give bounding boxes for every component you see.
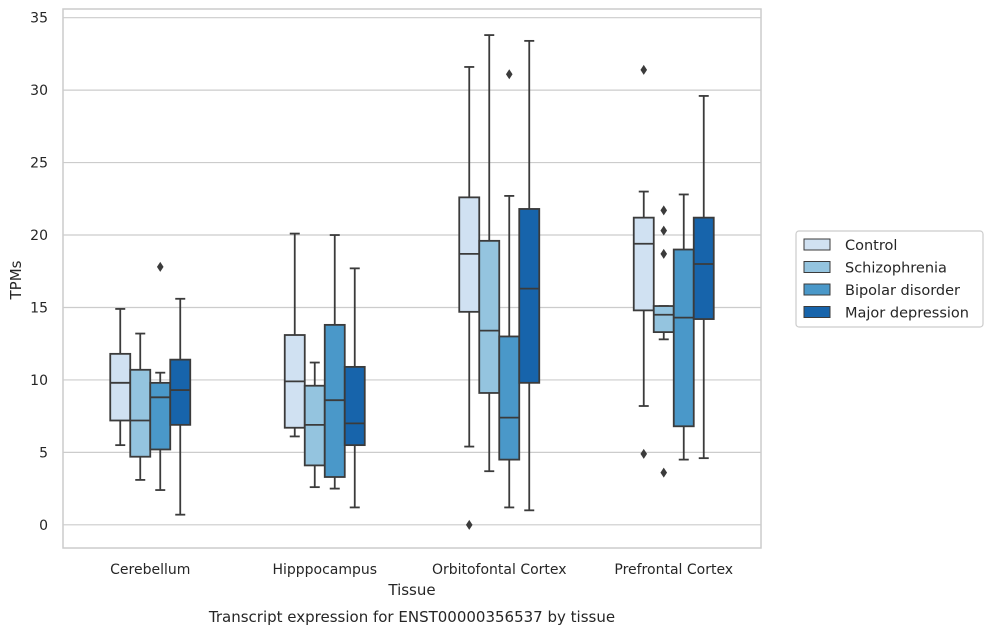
box-iqr bbox=[632, 216, 655, 312]
box-iqr bbox=[692, 216, 715, 320]
box-groups bbox=[109, 34, 715, 530]
box-bipolar-disorder bbox=[672, 193, 695, 461]
box-bipolar-disorder bbox=[323, 234, 346, 490]
box-bipolar-disorder bbox=[149, 261, 172, 491]
box-iqr bbox=[109, 352, 132, 422]
x-axis-title: Tissue bbox=[387, 581, 435, 599]
x-axis-ticks: Cerebellum Hipppocampus Orbitofontal Corte… bbox=[110, 562, 733, 578]
box-iqr bbox=[343, 365, 366, 447]
legend-swatch bbox=[803, 261, 831, 273]
outlier-marker bbox=[465, 519, 473, 530]
x-tick-label: Cerebellum bbox=[110, 562, 190, 578]
box-bipolar-disorder bbox=[498, 69, 521, 509]
y-tick-label: 0 bbox=[39, 518, 48, 534]
box-major-depression bbox=[169, 297, 192, 516]
y-tick-label: 20 bbox=[30, 228, 48, 244]
y-tick-label: 10 bbox=[30, 373, 48, 389]
outlier-marker bbox=[660, 205, 668, 216]
y-axis-ticks: 0 5 10 15 20 25 30 35 bbox=[30, 11, 48, 534]
x-tick-label: Prefrontal Cortex bbox=[614, 562, 733, 578]
y-tick-label: 5 bbox=[39, 445, 48, 461]
box-iqr bbox=[169, 358, 192, 426]
y-tick-label: 25 bbox=[30, 156, 48, 172]
legend-label: Bipolar disorder bbox=[845, 283, 960, 299]
box-iqr bbox=[129, 368, 152, 458]
box-schizophrenia bbox=[478, 34, 501, 473]
legend-box bbox=[795, 230, 984, 328]
box-iqr bbox=[672, 248, 695, 428]
legend: Control Schizophrenia Bipolar disorder Majo… bbox=[795, 230, 984, 328]
box-major-depression bbox=[692, 95, 715, 460]
y-tick-label: 15 bbox=[30, 300, 48, 316]
box-control bbox=[109, 308, 132, 447]
legend-swatch bbox=[803, 238, 831, 251]
legend-label: Schizophrenia bbox=[845, 261, 947, 277]
outlier-marker bbox=[640, 448, 648, 459]
outlier-marker bbox=[660, 467, 668, 478]
box-schizophrenia bbox=[303, 361, 326, 489]
box-iqr bbox=[149, 381, 172, 451]
legend-swatch bbox=[803, 306, 831, 318]
x-tick-label: Orbitofontal Cortex bbox=[432, 562, 567, 578]
outlier-marker bbox=[660, 225, 668, 236]
box-iqr bbox=[518, 208, 541, 384]
x-tick-label: Hipppocampus bbox=[272, 562, 377, 578]
box-schizophrenia bbox=[652, 205, 675, 478]
box-major-depression bbox=[343, 267, 366, 509]
plot-frame bbox=[62, 8, 762, 549]
box-iqr bbox=[478, 239, 501, 394]
legend-label: Major depression bbox=[845, 306, 969, 322]
outlier-marker bbox=[156, 261, 164, 272]
box-major-depression bbox=[518, 39, 541, 512]
box-schizophrenia bbox=[129, 332, 152, 481]
outlier-marker bbox=[505, 69, 513, 80]
legend-swatch bbox=[803, 283, 831, 296]
y-axis-title: TPMs bbox=[7, 260, 25, 300]
outlier-marker bbox=[640, 64, 648, 75]
chart-caption: Transcript expression for ENST0000035653… bbox=[208, 608, 615, 626]
y-tick-label: 35 bbox=[30, 11, 48, 27]
box-control bbox=[458, 66, 481, 530]
plot-border bbox=[62, 8, 762, 549]
box-iqr bbox=[498, 335, 521, 461]
box-iqr bbox=[652, 305, 675, 334]
y-tick-label: 30 bbox=[30, 83, 48, 99]
box-control bbox=[632, 64, 655, 459]
box-control bbox=[283, 232, 306, 438]
outlier-marker bbox=[660, 248, 668, 259]
legend-label: Control bbox=[845, 238, 897, 254]
